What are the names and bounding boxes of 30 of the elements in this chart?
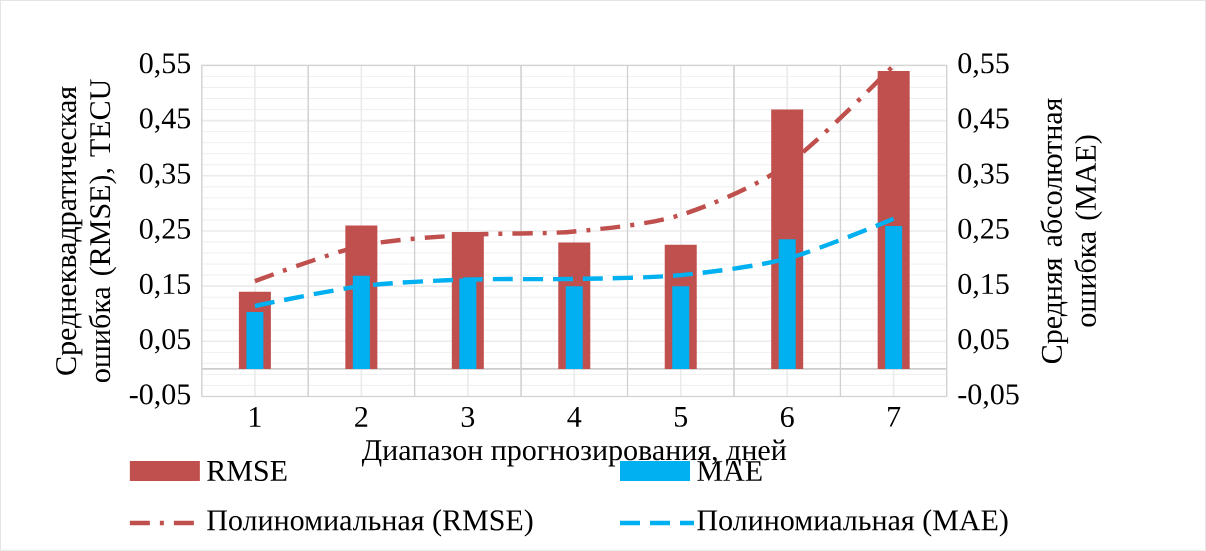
y-tick-label: 0,35 bbox=[139, 163, 191, 189]
legend-label: Полиномиальная (MAE) bbox=[697, 509, 1008, 537]
x-tick-label: 3 bbox=[461, 407, 475, 428]
bar bbox=[246, 312, 264, 370]
y2-tick-label: 0,05 bbox=[958, 329, 1009, 354]
y-tick-label: 0,15 bbox=[139, 273, 191, 299]
y-tick-label: -0,05 bbox=[129, 384, 191, 409]
y-tick-label: 0,55 bbox=[139, 53, 191, 78]
bar bbox=[672, 286, 690, 370]
y-tick-label: 0,25 bbox=[139, 218, 191, 244]
x-tick-label: 7 bbox=[888, 407, 901, 427]
x-tick-label: 2 bbox=[355, 407, 368, 427]
y2-tick-label: 0,35 bbox=[958, 163, 1009, 189]
y2-tick-label: 0,25 bbox=[958, 218, 1009, 244]
legend-label: RMSE bbox=[207, 460, 287, 482]
x-tick-label: 4 bbox=[567, 407, 582, 427]
bar bbox=[565, 286, 583, 370]
y2-tick-label: 0,15 bbox=[958, 273, 1009, 299]
x-tick-label: 5 bbox=[674, 407, 688, 427]
y2-tick-label: 0,55 bbox=[958, 53, 1009, 78]
y2-tick-label: -0,05 bbox=[958, 384, 1019, 409]
x-tick-label: 1 bbox=[250, 407, 261, 427]
x-tick-label: 6 bbox=[780, 407, 794, 428]
legend-label: Полиномиальная (RMSE) bbox=[207, 509, 533, 537]
y-tick-label: 0,45 bbox=[139, 108, 191, 133]
y2-axis-title: Средняя абсолютная ошибка (MAE) bbox=[1040, 98, 1103, 364]
y-tick-label: 0,05 bbox=[139, 329, 191, 354]
y2-tick-label: 0,45 bbox=[958, 108, 1009, 133]
bar bbox=[885, 226, 903, 370]
y-axis-title: Среднеквадратическая ошибка (RMSE), TECU bbox=[56, 79, 117, 383]
